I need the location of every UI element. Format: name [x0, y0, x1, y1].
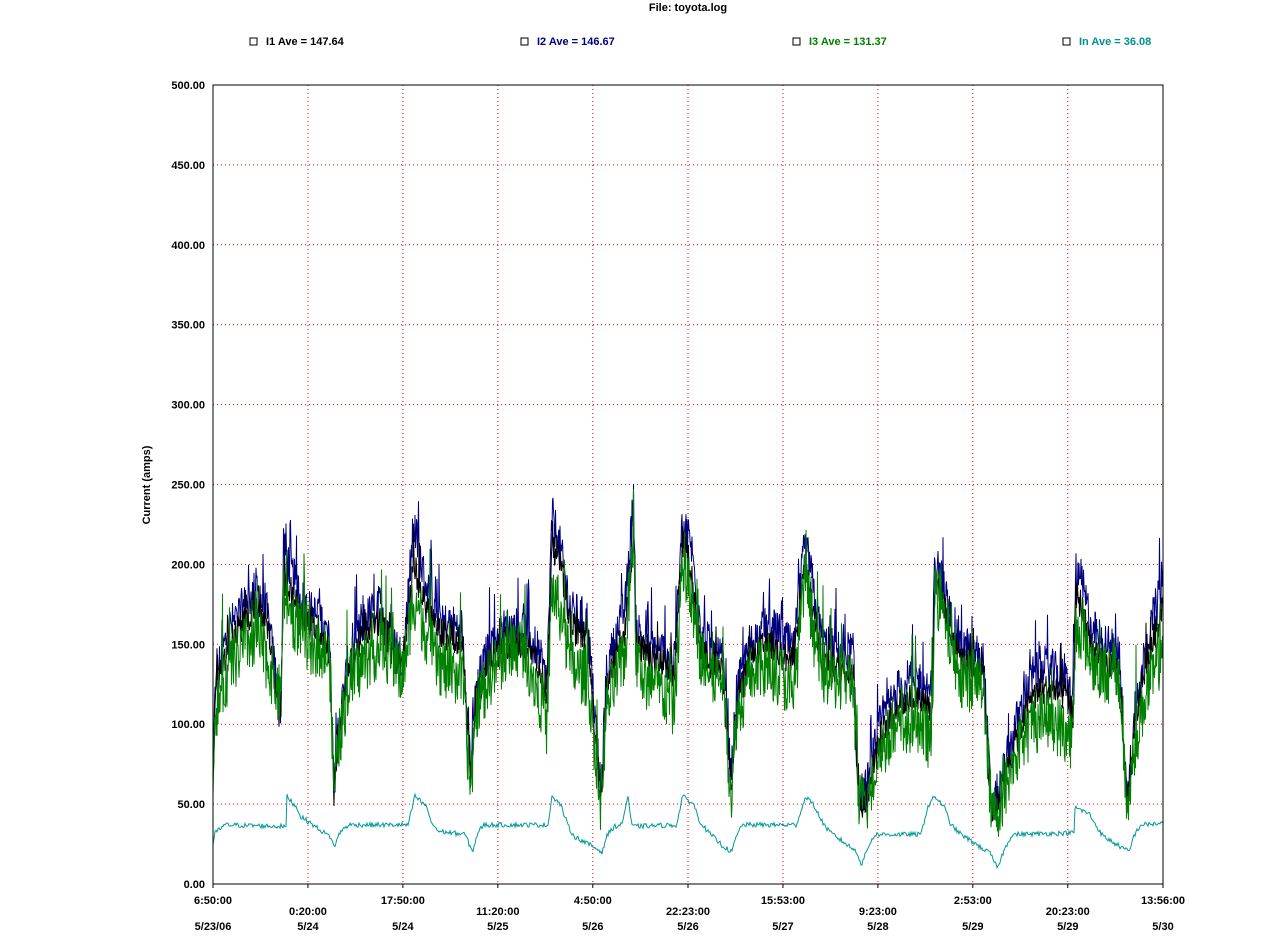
x-tick-date: 5/29	[1057, 921, 1078, 933]
y-tick-label: 0.00	[184, 879, 205, 891]
x-tick-date: 5/23/06	[195, 921, 232, 933]
x-tick-time: 9:23:00	[859, 906, 897, 918]
x-tick-time: 0:20:00	[289, 906, 327, 918]
x-tick-time: 4:50:00	[574, 895, 612, 907]
plot-frame	[212, 84, 1164, 885]
x-tick-time: 13:56:00	[1141, 895, 1185, 907]
legend-marker	[792, 37, 801, 46]
x-tick-date: 5/30	[1152, 921, 1173, 933]
y-tick-label: 300.00	[171, 400, 205, 412]
y-axis: 0.00 50.00 100.00 150.00 200.00 250.00 300.00 3…	[171, 80, 205, 891]
y-tick-label: 450.00	[171, 160, 205, 172]
series-line	[212, 483, 1164, 823]
grid	[213, 85, 1163, 884]
x-tick-date: 5/28	[867, 921, 888, 933]
y-tick-label: 150.00	[171, 639, 205, 651]
x-tick-date: 5/29	[962, 921, 983, 933]
legend-item: I2 Ave = 146.67	[537, 36, 615, 48]
x-tick-time: 20:23:00	[1046, 906, 1090, 918]
y-tick-label: 250.00	[171, 480, 205, 492]
x-tick-date: 5/27	[772, 921, 793, 933]
x-tick-time: 22:23:00	[666, 906, 710, 918]
x-tick-date: 5/25	[487, 921, 508, 933]
x-tick-time: 11:20:00	[476, 906, 519, 918]
series-line	[212, 792, 1164, 869]
x-tick-date: 5/24	[297, 921, 319, 933]
legend-item: I1 Ave = 147.64	[266, 36, 345, 48]
x-tick-date: 5/24	[392, 921, 414, 933]
x-tick-time: 6:50:00	[194, 895, 232, 907]
y-tick-label: 50.00	[177, 799, 205, 811]
x-tick-date: 5/26	[677, 921, 698, 933]
y-axis-label: Current (amps)	[141, 445, 153, 524]
x-tick-date: 5/26	[582, 921, 603, 933]
legend: I1 Ave = 147.64 I2 Ave = 146.67 I3 Ave = 1…	[249, 36, 1151, 48]
legend-marker	[520, 37, 529, 46]
legend-item: In Ave = 36.08	[1079, 36, 1151, 48]
series-layer	[212, 483, 1164, 869]
y-tick-label: 350.00	[171, 320, 205, 332]
y-tick-label: 500.00	[171, 80, 205, 92]
x-axis: 6:50:00 5/23/06 0:20:00 5/24 17:50:00 5/24 11:…	[194, 884, 1185, 933]
chart-title: File: toyota.log	[649, 2, 727, 14]
y-tick-label: 400.00	[171, 240, 205, 252]
series-line	[212, 489, 1164, 837]
x-tick-time: 2:53:00	[954, 895, 992, 907]
legend-marker	[249, 37, 258, 46]
y-tick-label: 200.00	[171, 559, 205, 571]
y-tick-label: 100.00	[171, 719, 205, 731]
x-tick-time: 17:50:00	[381, 895, 425, 907]
legend-marker	[1062, 37, 1071, 46]
legend-item: I3 Ave = 131.37	[809, 36, 887, 48]
x-tick-time: 15:53:00	[761, 895, 805, 907]
